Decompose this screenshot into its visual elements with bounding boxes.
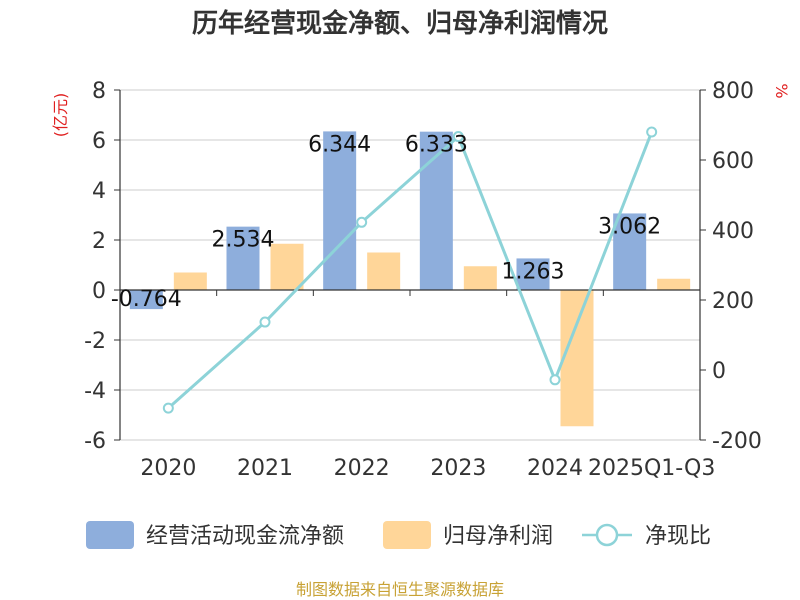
bar-net-profit xyxy=(560,290,594,427)
y-left-tick-label: 8 xyxy=(92,79,106,104)
bar-net-profit xyxy=(463,266,497,290)
legend: 经营活动现金流净额 归母净利润 净现比 xyxy=(86,521,711,549)
ratio-point xyxy=(162,402,174,414)
y-axis-right-ticks: -200 0 200 400 600 800 xyxy=(712,79,762,454)
legend-swatch-cash-flow xyxy=(86,521,134,549)
legend-label-cash-flow: 经营活动现金流净额 xyxy=(146,524,344,549)
line-series xyxy=(162,126,658,414)
data-labels: -0.764 2.534 6.344 6.333 1.263 3.062 xyxy=(111,132,661,312)
ratio-point xyxy=(646,126,658,138)
cash-flow-data-label: 3.062 xyxy=(598,214,661,239)
cash-flow-data-label: 2.534 xyxy=(212,228,275,253)
bar-cash-flow xyxy=(613,213,647,290)
ratio-point xyxy=(549,374,561,386)
y-left-tick-label: 4 xyxy=(92,179,106,204)
y-right-tick-label: 400 xyxy=(712,219,754,244)
ratio-line xyxy=(167,131,654,410)
x-tick-label: 2021 xyxy=(237,456,293,481)
x-tick-label: 2024 xyxy=(527,456,583,481)
ratio-point xyxy=(452,131,464,143)
ratio-point xyxy=(259,316,271,328)
ratio-point xyxy=(356,216,368,228)
y-left-tick-label: -2 xyxy=(84,329,106,354)
bar-series xyxy=(129,131,691,427)
cash-flow-data-label: -0.764 xyxy=(111,287,182,312)
y-axis-right-unit: % xyxy=(772,83,791,98)
y-right-tick-label: 600 xyxy=(712,149,754,174)
source-note: 制图数据来自恒生聚源数据库 xyxy=(296,580,504,599)
bar-net-profit xyxy=(657,278,691,290)
chart-title: 历年经营现金净额、归母净利润情况 xyxy=(192,8,608,39)
y-left-tick-label: 0 xyxy=(92,279,106,304)
y-right-tick-label: 0 xyxy=(712,359,726,384)
bar-cash-flow xyxy=(516,258,550,290)
legend-label-net-profit: 归母净利润 xyxy=(443,524,553,549)
legend-swatch-net-profit xyxy=(383,521,431,549)
bar-cash-flow xyxy=(129,290,163,310)
y-right-tick-label: 800 xyxy=(712,79,754,104)
bar-cash-flow xyxy=(226,226,260,290)
x-tick-label: 2020 xyxy=(140,456,196,481)
cash-flow-data-label: 6.344 xyxy=(308,132,371,157)
y-left-tick-label: -6 xyxy=(84,429,106,454)
legend-label-ratio: 净现比 xyxy=(645,524,711,549)
grid-lines xyxy=(120,89,700,441)
bar-net-profit xyxy=(270,243,304,290)
x-tick-label: 2025Q1-Q3 xyxy=(588,456,715,481)
cash-flow-data-label: 1.263 xyxy=(502,259,565,284)
y-axis-left-ticks: -6 -4 -2 0 2 4 6 8 xyxy=(84,79,106,454)
y-axis-left-unit: (亿元) xyxy=(51,93,70,138)
y-left-tick-label: 2 xyxy=(92,229,106,254)
y-left-tick-label: -4 xyxy=(84,379,106,404)
x-axis-ticks: 2020 2021 2022 2023 2024 2025Q1-Q3 xyxy=(140,456,715,481)
bar-cash-flow xyxy=(323,131,357,290)
y-left-tick-label: 6 xyxy=(92,129,106,154)
bar-net-profit xyxy=(367,252,401,290)
axes xyxy=(114,89,706,441)
x-tick-label: 2022 xyxy=(334,456,390,481)
y-right-tick-label: 200 xyxy=(712,289,754,314)
x-tick-label: 2023 xyxy=(430,456,486,481)
cash-flow-data-label: 6.333 xyxy=(405,133,468,158)
legend-marker-ratio xyxy=(595,523,619,547)
bar-net-profit xyxy=(173,272,207,290)
y-right-tick-label: -200 xyxy=(712,429,762,454)
